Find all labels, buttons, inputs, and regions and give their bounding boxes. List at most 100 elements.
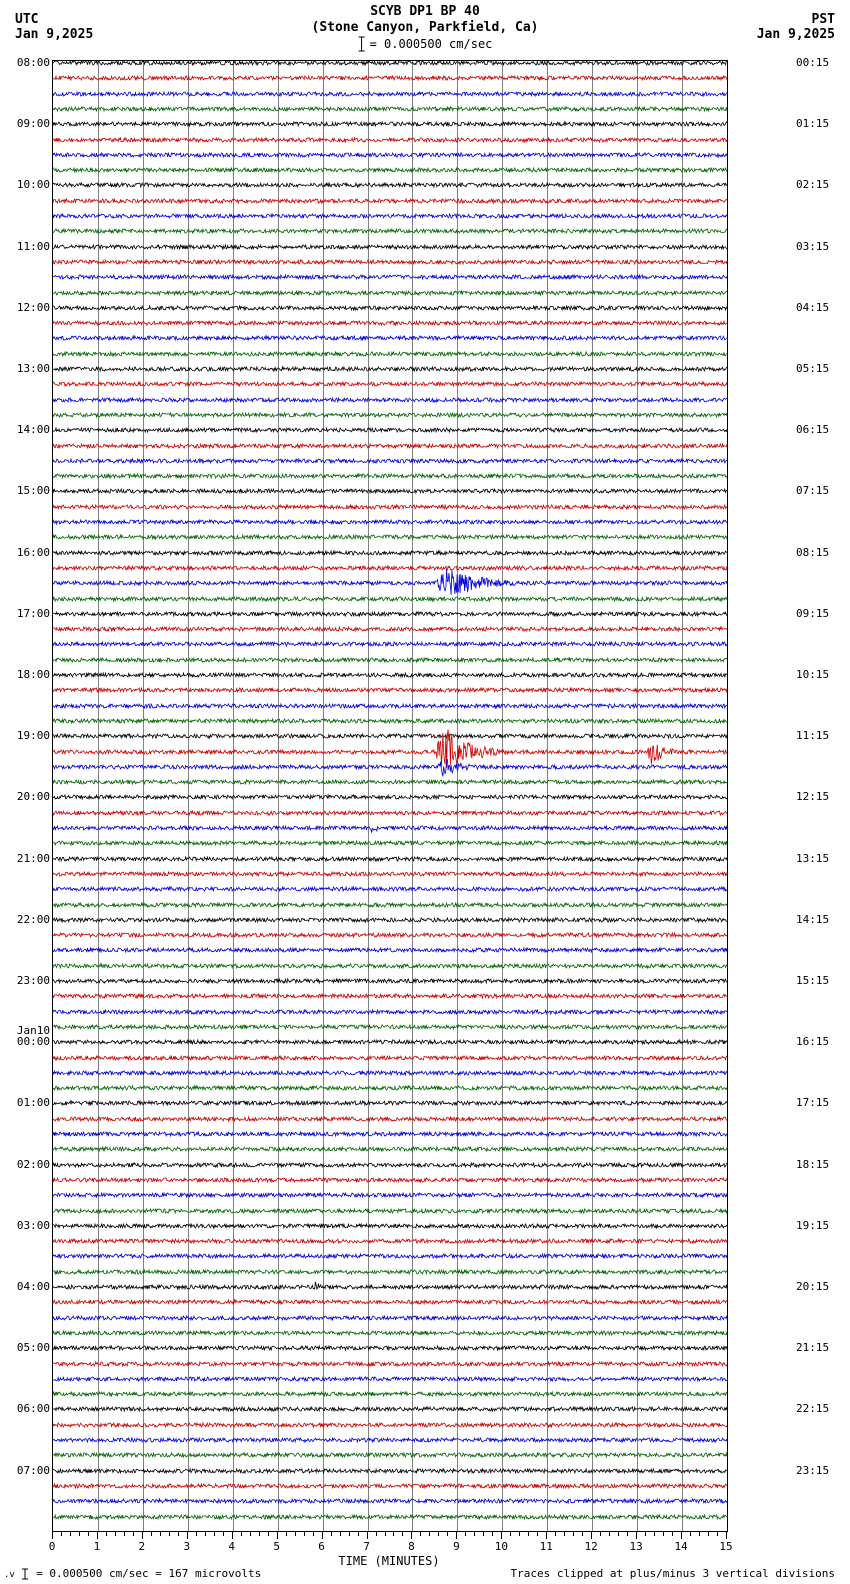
seismic-trace <box>53 354 727 355</box>
pst-hour-label: 09:15 <box>796 607 836 620</box>
seismic-trace <box>53 1486 727 1487</box>
seismic-trace <box>53 446 727 447</box>
seismic-trace <box>53 1180 727 1181</box>
seismic-trace <box>53 109 727 110</box>
scale-text: = 0.000500 cm/sec <box>370 37 493 51</box>
seismic-trace <box>53 338 727 339</box>
x-tick-label: 6 <box>318 1540 325 1553</box>
scale-indicator: = 0.000500 cm/sec <box>358 36 493 52</box>
x-tick-label: 3 <box>183 1540 190 1553</box>
x-tick-label: 7 <box>363 1540 370 1553</box>
seismic-trace <box>53 1195 727 1196</box>
seismic-trace <box>53 1394 727 1395</box>
pst-hour-label: 15:15 <box>796 974 836 987</box>
x-tick-label: 12 <box>585 1540 598 1553</box>
x-tick-label: 5 <box>273 1540 280 1553</box>
tz-right-label: PST <box>757 12 835 27</box>
pst-hour-label: 12:15 <box>796 790 836 803</box>
title-line1: SCYB DP1 BP 40 <box>0 4 850 19</box>
pst-hour-label: 04:15 <box>796 301 836 314</box>
pst-hour-label: 02:15 <box>796 178 836 191</box>
utc-hour-label: 07:00 <box>14 1464 50 1477</box>
seismic-trace <box>53 1318 727 1319</box>
seismic-trace <box>53 782 727 783</box>
seismic-trace <box>53 736 727 737</box>
seismic-trace <box>53 767 727 768</box>
seismic-trace <box>53 124 727 125</box>
pst-hour-label: 20:15 <box>796 1280 836 1293</box>
seismic-trace <box>53 170 727 171</box>
seismic-trace <box>53 813 727 814</box>
utc-hour-label: 02:00 <box>14 1158 50 1171</box>
seismic-trace <box>53 461 727 462</box>
utc-hour-label: 23:00 <box>14 974 50 987</box>
seismic-trace <box>53 1042 727 1043</box>
seismic-trace <box>53 859 727 860</box>
utc-hour-label: 11:00 <box>14 240 50 253</box>
utc-hour-label: 09:00 <box>14 117 50 130</box>
x-tick-label: 2 <box>139 1540 146 1553</box>
seismic-trace <box>53 1333 727 1334</box>
utc-hour-label: 00:00 <box>14 1035 50 1048</box>
seismic-trace <box>53 94 727 95</box>
utc-hour-label: 20:00 <box>14 790 50 803</box>
pst-hour-label: 22:15 <box>796 1402 836 1415</box>
seismic-trace <box>53 491 727 492</box>
seismic-trace <box>53 140 727 141</box>
seismic-trace <box>53 568 727 569</box>
seismic-trace <box>53 400 727 401</box>
seismic-trace <box>53 1455 727 1456</box>
seismic-trace <box>53 599 727 600</box>
tz-left-date: Jan 9,2025 <box>15 27 93 42</box>
seismic-trace <box>53 920 727 921</box>
pst-hour-label: 00:15 <box>796 56 836 69</box>
seismic-trace <box>53 1103 727 1104</box>
seismic-trace <box>53 155 727 156</box>
pst-hour-label: 07:15 <box>796 484 836 497</box>
seismogram-container: SCYB DP1 BP 40 (Stone Canyon, Parkfield,… <box>0 0 850 1584</box>
pst-hour-label: 14:15 <box>796 913 836 926</box>
seismic-trace <box>53 966 727 967</box>
seismic-trace <box>53 1425 727 1426</box>
tz-left-label: UTC <box>15 12 93 27</box>
x-tick-label: 9 <box>453 1540 460 1553</box>
utc-hour-label: 05:00 <box>14 1341 50 1354</box>
seismic-trace <box>53 797 727 798</box>
seismic-trace <box>53 1149 727 1150</box>
seismic-trace <box>53 415 727 416</box>
seismic-trace <box>53 1348 727 1349</box>
seismic-trace <box>53 996 727 997</box>
utc-hour-label: 15:00 <box>14 484 50 497</box>
seismic-trace <box>53 231 727 232</box>
seismic-trace <box>53 308 727 309</box>
seismic-trace <box>53 1517 727 1518</box>
seismic-trace <box>53 1364 727 1365</box>
seismic-trace <box>53 644 727 645</box>
seismic-trace <box>53 1272 727 1273</box>
x-tick-label: 15 <box>719 1540 732 1553</box>
seismic-trace <box>53 1073 727 1074</box>
seismic-trace <box>53 706 727 707</box>
title-line2: (Stone Canyon, Parkfield, Ca) <box>0 20 850 35</box>
seismic-trace <box>53 1440 727 1441</box>
seismic-trace <box>53 507 727 508</box>
tz-right-date: Jan 9,2025 <box>757 27 835 42</box>
utc-hour-label: 08:00 <box>14 56 50 69</box>
x-tick-label: 10 <box>495 1540 508 1553</box>
pst-hour-label: 03:15 <box>796 240 836 253</box>
utc-hour-label: 19:00 <box>14 729 50 742</box>
footer-right: Traces clipped at plus/minus 3 vertical … <box>510 1567 835 1580</box>
x-tick-label: 14 <box>674 1540 687 1553</box>
seismic-trace <box>53 323 727 324</box>
pst-hour-label: 18:15 <box>796 1158 836 1171</box>
seismic-trace <box>53 1241 727 1242</box>
pst-hour-label: 10:15 <box>796 668 836 681</box>
seismic-trace <box>53 690 727 691</box>
seismic-trace <box>53 1119 727 1120</box>
footer-left: .v = 0.000500 cm/sec = 167 microvolts <box>4 1567 261 1580</box>
seismic-trace <box>53 1226 727 1227</box>
seismic-trace <box>53 583 727 584</box>
seismic-trace <box>53 476 727 477</box>
seismic-trace <box>53 1409 727 1410</box>
seismic-trace <box>53 1501 727 1502</box>
